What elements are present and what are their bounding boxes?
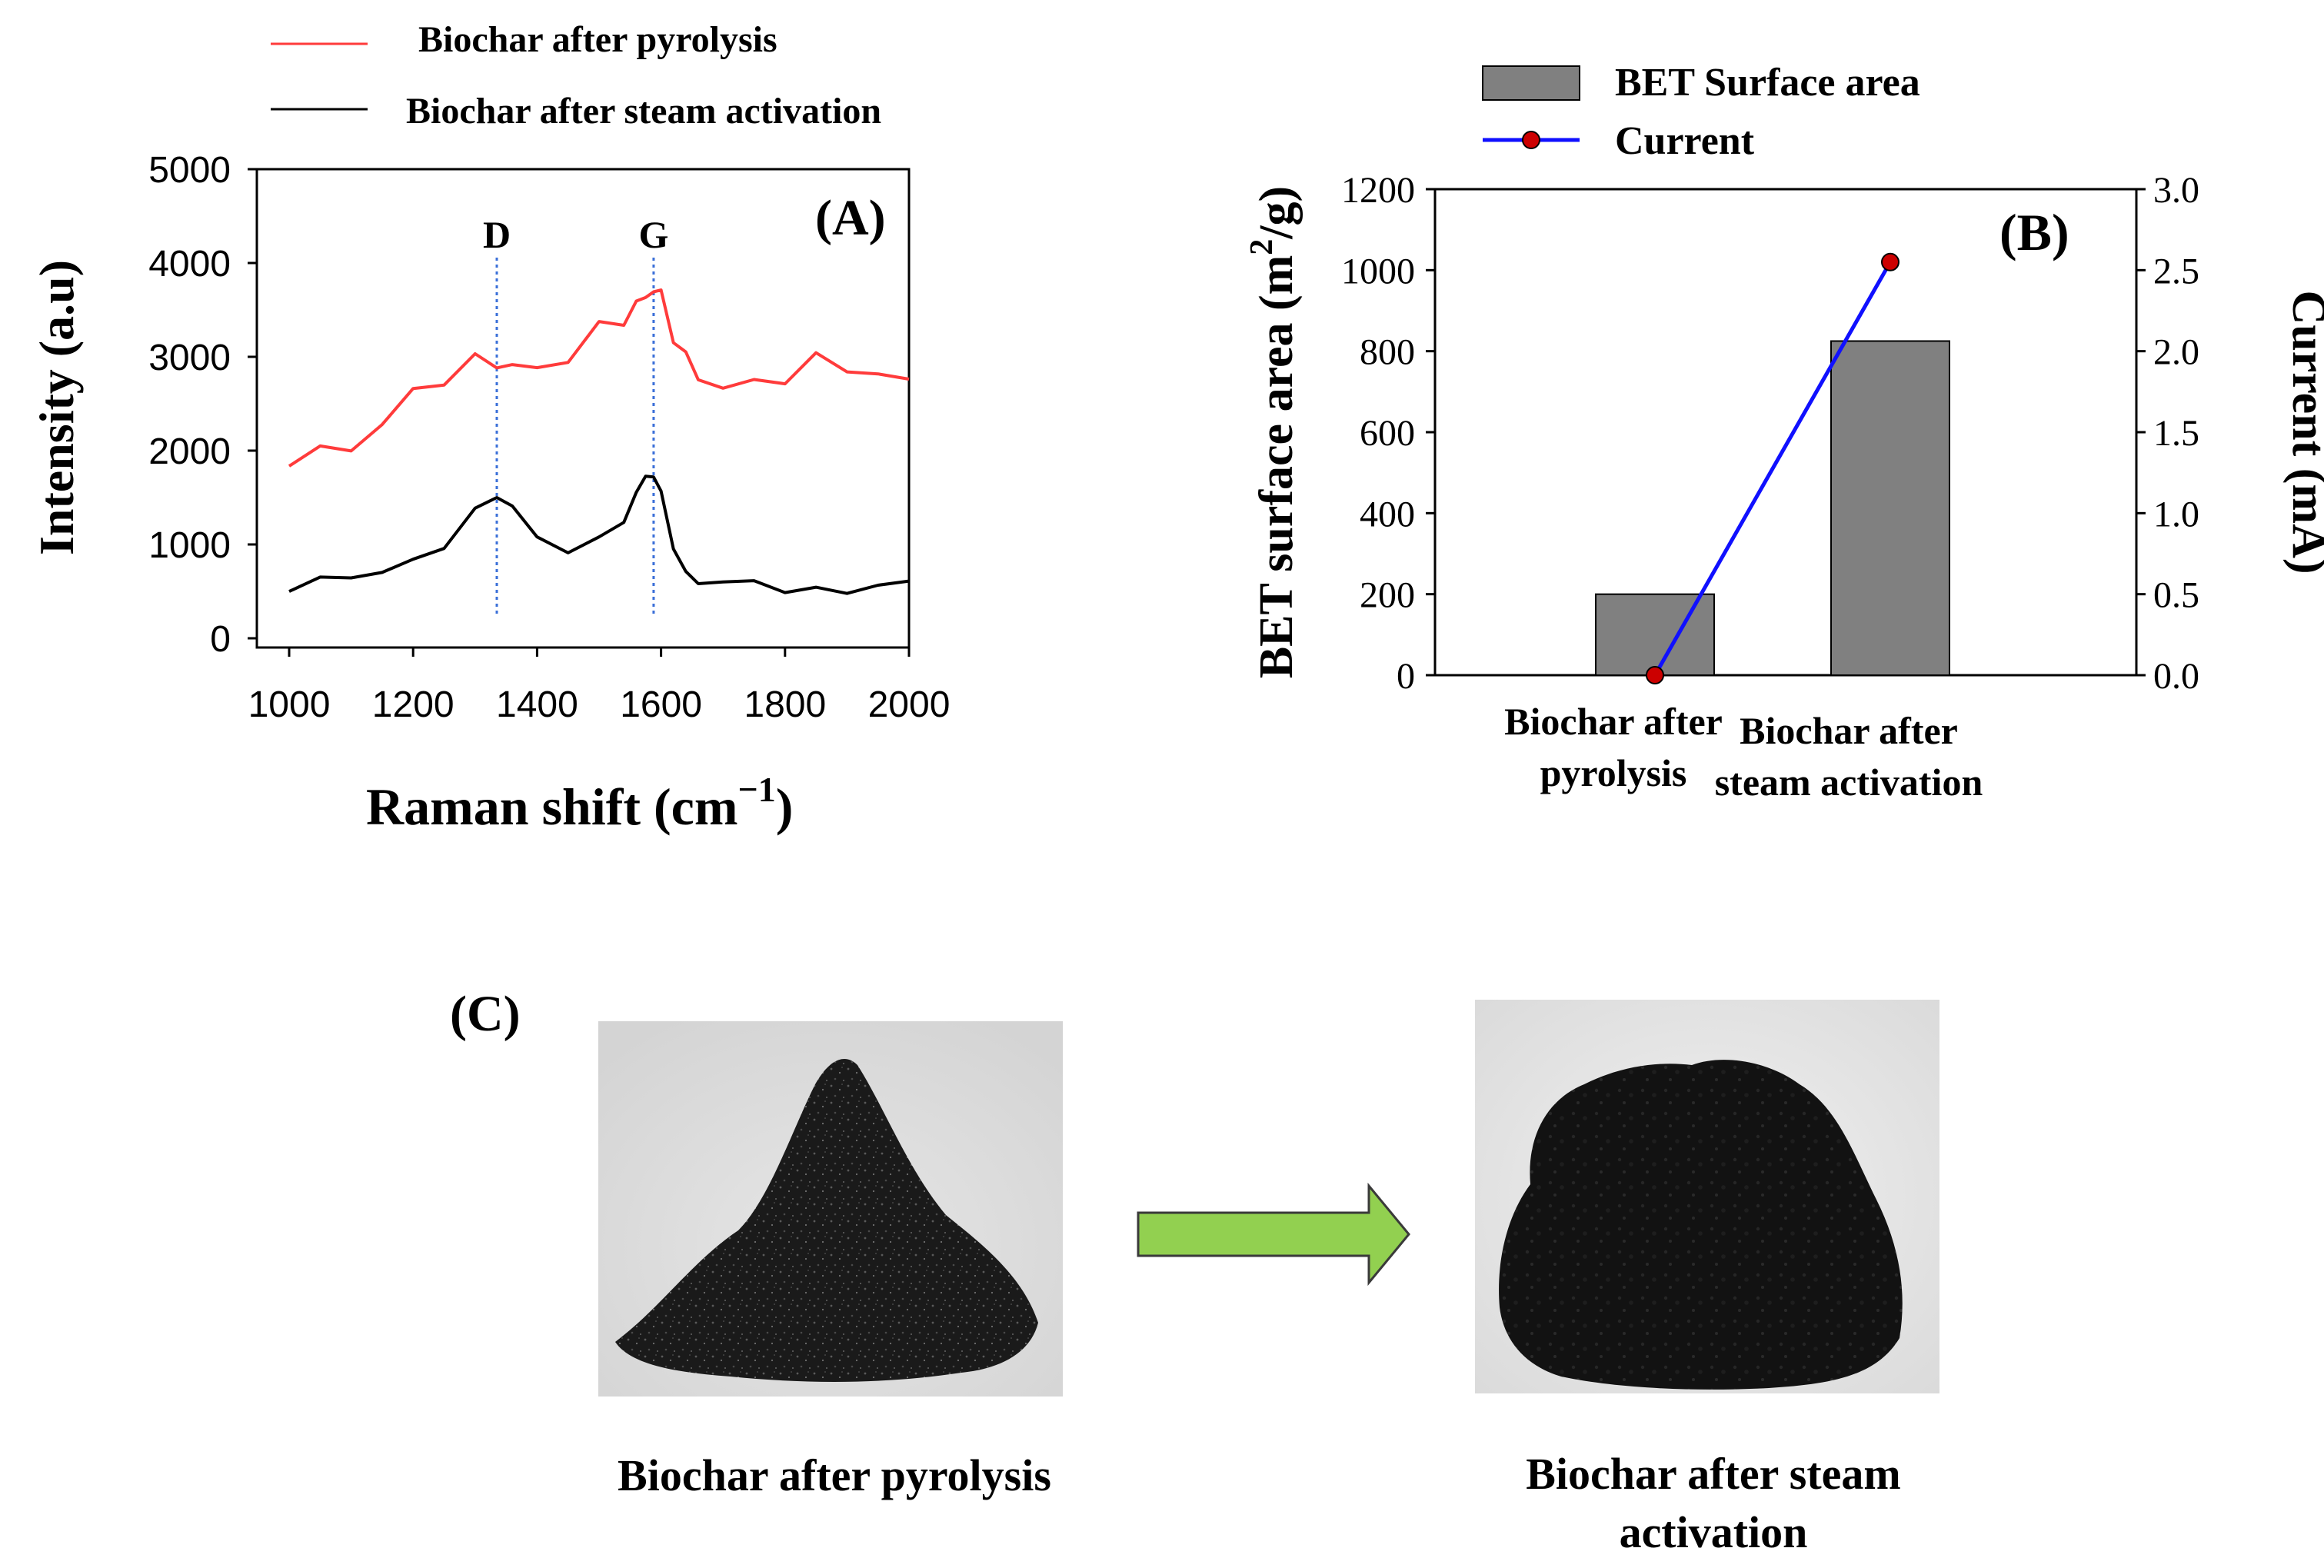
- panel-label-a: (A): [815, 190, 886, 246]
- arrow-right-icon: [1137, 1182, 1410, 1287]
- category-label-b-1-1: steam activation: [1715, 761, 1983, 804]
- photo-biochar-pyrolysis: [598, 1021, 1063, 1397]
- peak-label-g: G: [638, 213, 668, 256]
- x-tick-label-a: 2000: [868, 684, 951, 725]
- x-axis-label-a: Raman shift (cm: [366, 777, 738, 836]
- svg-text:Raman shift (cm−1): Raman shift (cm−1): [366, 770, 793, 836]
- plot-frame-b: [1433, 188, 2138, 677]
- legend-marker-current: [1522, 131, 1540, 149]
- current-point-1: [1881, 252, 1899, 271]
- series-line-a-1: [288, 474, 910, 595]
- y2-tick-label-b: 0.5: [2153, 575, 2199, 616]
- y-tick-label-a: 5000: [148, 150, 231, 191]
- panel-label-b: (B): [1999, 203, 2069, 261]
- y2-tick-label-b: 1.5: [2153, 413, 2199, 454]
- y-tick-label-b: 200: [1360, 575, 1415, 616]
- panel-label-c: (C): [450, 986, 521, 1042]
- y-axis-label-b-superscript: 2: [1244, 239, 1280, 255]
- plot-frame-a: [255, 168, 911, 649]
- panel-b-bet-chart: BET Surface area Current 0 200 400 600 800 10…: [1244, 61, 2324, 804]
- bar-bet-0: [1595, 593, 1715, 677]
- y-tick-label-a: 3000: [148, 338, 231, 378]
- panel-a-raman-chart: Biochar after pyrolysis Biochar after st…: [29, 19, 950, 836]
- caption-steam-line2: activation: [1620, 1507, 1808, 1557]
- category-label-b-0-0: Biochar after: [1504, 700, 1723, 743]
- legend-label-current: Current: [1615, 119, 1755, 163]
- x-tick-label-a: 1000: [248, 684, 331, 725]
- svg-text:BET surface area (m2/g): BET surface area (m2/g): [1244, 186, 1303, 678]
- y2-tick-label-b: 2.0: [2153, 332, 2199, 373]
- y-tick-label-b: 800: [1360, 332, 1415, 373]
- legend-label-bet: BET Surface area: [1615, 61, 1920, 105]
- x-tick-label-a: 1400: [496, 684, 578, 725]
- current-line: [1653, 261, 1893, 677]
- y-tick-label-b: 600: [1360, 413, 1415, 454]
- y2-tick-label-b: 2.5: [2153, 251, 2199, 291]
- x-tick-label-a: 1600: [620, 684, 702, 725]
- y-axis-label-a: Intensity (a.u): [29, 260, 84, 555]
- y2-tick-label-b: 3.0: [2153, 170, 2199, 211]
- y-tick-label-a: 0: [210, 619, 231, 660]
- caption-steam-line1: Biochar after steam: [1526, 1449, 1901, 1499]
- x-tick-label-a: 1800: [744, 684, 826, 725]
- bar-bet-1: [1830, 340, 1950, 676]
- y2-tick-label-b: 1.0: [2153, 494, 2199, 534]
- x-axis-label-a-close: ): [776, 777, 794, 836]
- y2-tick-label-b: 0.0: [2153, 656, 2199, 697]
- legend-swatch-bet: [1482, 65, 1580, 101]
- x-axis-label-a-superscript: −1: [738, 770, 776, 809]
- powder-pile-steam: [1499, 1060, 1903, 1390]
- y-tick-label-b: 400: [1360, 494, 1415, 534]
- caption-pyrolysis: Biochar after pyrolysis: [618, 1450, 1051, 1500]
- series-line-a-0: [288, 288, 910, 468]
- category-label-b-1-0: Biochar after: [1740, 709, 1958, 752]
- y-tick-label-b: 1000: [1341, 251, 1415, 291]
- panel-c-photos: (C) Biochar after pyrolysis Biochar afte…: [450, 986, 1939, 1557]
- y-tick-label-a: 4000: [148, 244, 231, 285]
- peak-label-d: D: [483, 213, 511, 256]
- powder-pile-pyrolysis: [615, 1059, 1038, 1382]
- current-point-0: [1646, 666, 1664, 684]
- y-axis-label-b-close: /g): [1250, 186, 1303, 240]
- category-label-b-0-1: pyrolysis: [1540, 751, 1687, 794]
- y-tick-label-b: 0: [1397, 656, 1415, 697]
- y-tick-label-a: 1000: [148, 525, 231, 566]
- y2-axis-label-b: Current (mA): [2282, 290, 2324, 574]
- photo-biochar-steam: [1475, 1000, 1939, 1393]
- x-tick-label-a: 1200: [372, 684, 454, 725]
- y-tick-label-b: 1200: [1341, 170, 1415, 211]
- legend-label-pyrolysis: Biochar after pyrolysis: [418, 19, 777, 60]
- y-tick-label-a: 2000: [148, 431, 231, 472]
- y-axis-label-b: BET surface area (m: [1250, 255, 1303, 678]
- legend-label-steam: Biochar after steam activation: [406, 91, 881, 131]
